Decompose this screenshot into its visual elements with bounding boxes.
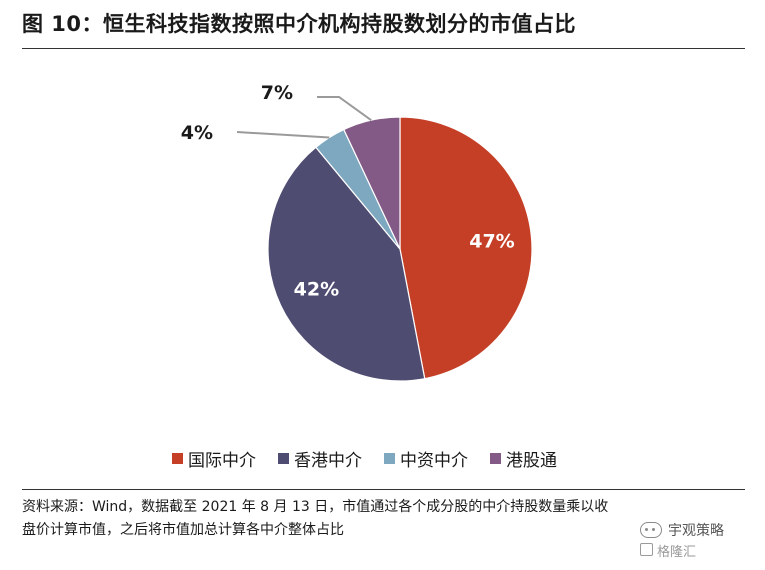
legend-item-2: 中资中介 (384, 446, 468, 471)
wechat-icon (640, 522, 662, 538)
legend-swatch-3 (490, 453, 501, 464)
legend-swatch-2 (384, 453, 395, 464)
pie-chart: 47% 42% 4% 7% (181, 82, 533, 382)
source-divider (22, 489, 745, 490)
pie-slice-3 (342, 116, 401, 250)
legend-label-1: 香港中介 (294, 451, 362, 471)
watermark-sub: 格隆汇 (657, 545, 697, 560)
pie-leader-line-3 (317, 96, 372, 121)
pie-label-3: 7% (261, 82, 293, 104)
legend: 国际中介 香港中介 中资中介 港股通 (172, 446, 579, 471)
pie-slice-1 (267, 146, 426, 382)
legend-swatch-0 (172, 453, 183, 464)
legend-item-0: 国际中介 (172, 446, 256, 471)
legend-label-0: 国际中介 (188, 451, 256, 471)
pie-leader-line-2 (236, 131, 330, 139)
legend-label-3: 港股通 (506, 451, 557, 471)
pie-label-1: 42% (294, 278, 339, 300)
watermark-name: 宇观策略 (668, 523, 724, 539)
pie-label-0: 47% (469, 230, 514, 252)
title-divider (22, 48, 745, 49)
pie-slice-0 (399, 116, 533, 380)
gelonghui-logo-icon (640, 543, 653, 556)
source-note: 资料来源：Wind，数据截至 2021 年 8 月 13 日，市值通过各个成分股… (22, 499, 609, 538)
watermark: 宇观策略 (640, 520, 724, 540)
legend-item-3: 港股通 (490, 446, 557, 471)
legend-label-2: 中资中介 (400, 451, 468, 471)
pie-label-2: 4% (181, 122, 213, 144)
chart-title: 图 10：恒生科技指数按照中介机构持股数划分的市值占比 (22, 12, 577, 36)
legend-item-1: 香港中介 (278, 446, 362, 471)
legend-swatch-1 (278, 453, 289, 464)
